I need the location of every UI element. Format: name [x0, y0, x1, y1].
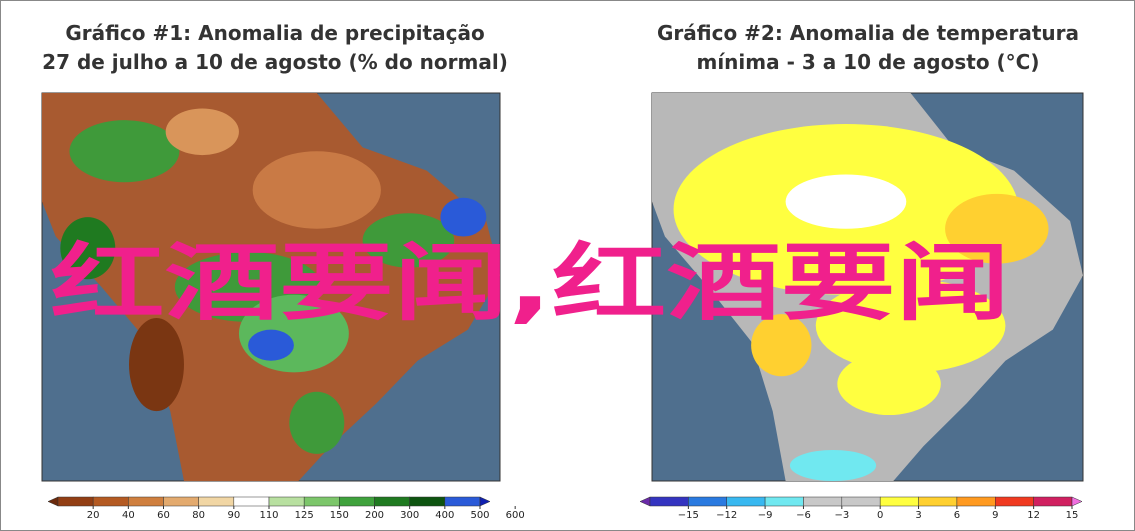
colorbar-tick-label: 20	[87, 510, 100, 521]
colorbar-segment	[649, 496, 689, 507]
colorbar-segment	[879, 496, 919, 507]
land	[652, 93, 1083, 481]
colorbar-segment	[163, 496, 199, 507]
colorbar-segment	[956, 496, 996, 507]
map-title: Gráfico #2: Anomalia de temperatura	[657, 21, 1079, 45]
colorbar-segment	[198, 496, 235, 507]
colorbar-tick-label: 110	[259, 510, 278, 521]
land	[42, 93, 500, 481]
colorbar-segment	[995, 496, 1034, 507]
colorbar-tick-label: 60	[157, 510, 170, 521]
colorbar-segment	[726, 496, 766, 507]
colorbar-end	[479, 496, 491, 507]
colorbar-segment	[268, 496, 305, 507]
colorbar-end	[1071, 496, 1083, 507]
colorbar-tick-label: 300	[400, 510, 419, 521]
colorbar-tick-label: 80	[192, 510, 205, 521]
colorbar-tick-label: 500	[470, 510, 489, 521]
colorbar-segment	[444, 496, 481, 507]
colorbar-tick-label: −3	[834, 510, 849, 521]
colorbar-segment	[918, 496, 958, 507]
colorbar-tick-label: 125	[295, 510, 314, 521]
colorbar-tick-label: 9	[992, 510, 998, 521]
colorbar-segment	[803, 496, 843, 507]
colorbar-segment	[92, 496, 129, 507]
colorbar-segment	[233, 496, 270, 507]
map-2	[651, 92, 1084, 482]
colorbar-tick-label: 12	[1027, 510, 1040, 521]
colorbar-segment	[57, 496, 94, 507]
colorbar-tick-label: 150	[330, 510, 349, 521]
colorbar-tick-label: 15	[1066, 510, 1079, 521]
map-1	[41, 92, 501, 482]
colorbar-segment	[764, 496, 804, 507]
colorbar-segment	[688, 496, 727, 507]
map-title: mínima - 3 a 10 de agosto (°C)	[696, 50, 1039, 74]
colorbar-tick-label: 200	[365, 510, 384, 521]
colorbar-segment	[128, 496, 164, 507]
colorbar-segment	[841, 496, 881, 507]
colorbar-segment	[339, 496, 375, 507]
colorbar-tick-label: 600	[506, 510, 525, 521]
colorbar-tick-label: −6	[796, 510, 811, 521]
colorbar-tick-label: 40	[122, 510, 135, 521]
colorbar-segment	[303, 496, 340, 507]
colorbar-tick-label: −15	[678, 510, 699, 521]
colorbar-tick-label: 90	[227, 510, 240, 521]
overlay-text: 红酒要闻,红酒要闻	[50, 234, 1010, 332]
colorbar-segment	[1033, 496, 1073, 507]
colorbar-tick-label: 3	[915, 510, 921, 521]
map-title: 27 de julho a 10 de agosto (% do normal)	[42, 50, 508, 74]
colorbar-tick-label: 6	[954, 510, 960, 521]
colorbar-tick-label: 0	[877, 510, 883, 521]
map-title: Gráfico #1: Anomalia de precipitação	[65, 21, 484, 45]
colorbar-tick-label: −12	[716, 510, 737, 521]
colorbar-segment	[409, 496, 446, 507]
colorbar-tick-label: −9	[758, 510, 773, 521]
colorbar-tick-label: 400	[435, 510, 454, 521]
colorbar-segment	[374, 496, 410, 507]
